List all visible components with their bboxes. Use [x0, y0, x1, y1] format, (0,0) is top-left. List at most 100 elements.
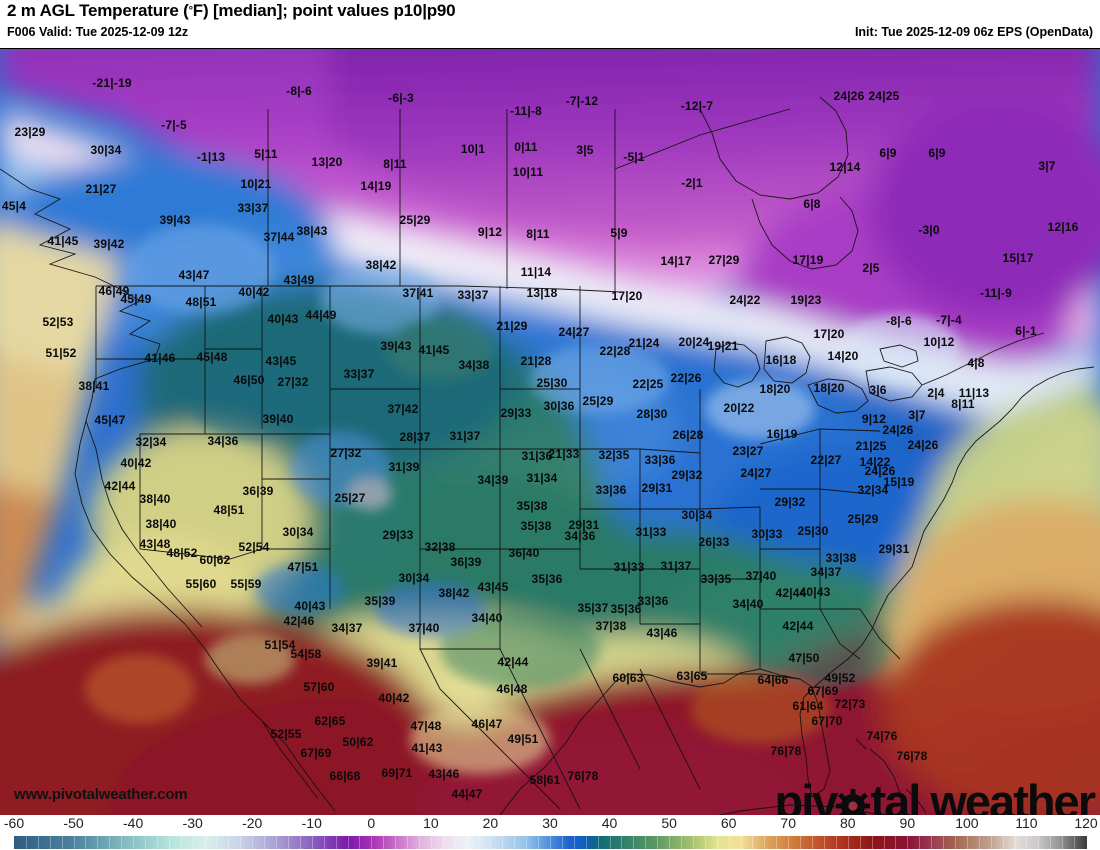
point-value-label: 43|48 [139, 537, 171, 551]
colorbar-segment [871, 836, 909, 849]
point-value-label: 67|70 [811, 714, 843, 728]
colorbar-divider [800, 836, 802, 849]
colorbar-divider [847, 836, 849, 849]
point-value-label: 44|47 [451, 787, 483, 801]
point-value-label: 62|65 [314, 714, 346, 728]
point-value-label: 25|27 [334, 491, 366, 505]
colorbar-divider [657, 836, 659, 849]
colorbar-divider [37, 836, 39, 849]
point-value-label: 24|26 [907, 438, 939, 452]
point-value-label: 3|6 [869, 383, 887, 397]
point-value-label: 34|37 [810, 565, 842, 579]
point-value-label: 33|37 [457, 288, 489, 302]
colorbar-divider [859, 836, 861, 849]
watermark-logo: piv tal weather [775, 775, 1096, 815]
colorbar[interactable]: -60 -50 -40 -30 -20 -10 0 10 20 30 40 50 60 70 80 90 100… [0, 815, 1100, 850]
point-value-label: 31|37 [660, 559, 692, 573]
colorbar-divider [502, 836, 504, 849]
colorbar-divider [216, 836, 218, 849]
colorbar-divider [347, 836, 349, 849]
colorbar-segment [347, 836, 373, 849]
point-value-label: 19|23 [790, 293, 822, 307]
colorbar-divider [526, 836, 528, 849]
point-value-label: 22|26 [670, 371, 702, 385]
colorbar-divider [931, 836, 933, 849]
point-value-label: 52|53 [42, 315, 74, 329]
colorbar-segment [567, 836, 581, 849]
point-value-label: 29|31 [878, 542, 910, 556]
colorbar-segment [204, 836, 242, 849]
colorbar-divider [716, 836, 718, 849]
point-value-label: 33|38 [825, 551, 857, 565]
point-value-label: 45|48 [196, 350, 228, 364]
point-value-label: 22|25 [632, 377, 664, 391]
point-value-label: -7|-12 [565, 94, 599, 108]
logo-text-b: tal weather [870, 775, 1096, 815]
point-value-label: 25|29 [847, 512, 879, 526]
colorbar-segment [764, 836, 802, 849]
point-value-label: 76|78 [770, 744, 802, 758]
colorbar-divider [704, 836, 706, 849]
colorbar-divider [1026, 836, 1028, 849]
colorbar-divider [776, 836, 778, 849]
colorbar-divider [371, 836, 373, 849]
point-value-label: -11|-9 [980, 286, 1012, 300]
point-value-label: 40|42 [378, 691, 410, 705]
colorbar-divider [407, 836, 409, 849]
colorbar-segment [121, 836, 170, 849]
colorbar-divider [204, 836, 206, 849]
colorbar-tick-label: -60 [3, 815, 25, 831]
point-value-label: 35|38 [516, 499, 548, 513]
point-value-label: 29|31 [641, 481, 673, 495]
point-value-label: 69|71 [381, 766, 413, 780]
colorbar-divider [133, 836, 135, 849]
colorbar-divider [156, 836, 158, 849]
map-canvas[interactable]: -21|-19 -8|-6 -6|-3 -11|-8 -7|-12 -12|-7 24|26… [0, 48, 1100, 815]
point-value-label: -1|13 [196, 150, 226, 164]
colorbar-divider [466, 836, 468, 849]
colorbar-divider [907, 836, 909, 849]
colorbar-divider [823, 836, 825, 849]
point-value-label: 39|41 [366, 656, 398, 670]
point-value-label: 41|46 [144, 351, 176, 365]
colorbar-divider [597, 836, 599, 849]
point-value-label: 29|31 [568, 518, 600, 532]
colorbar-segment [168, 836, 206, 849]
colorbar-divider [966, 836, 968, 849]
colorbar-divider [609, 836, 611, 849]
point-value-label: 32|34 [135, 435, 167, 449]
colorbar-tick-label: 0 [367, 815, 376, 831]
colorbar-divider [323, 836, 325, 849]
point-value-label: -7|-5 [161, 118, 187, 132]
point-value-label: 2|4 [927, 386, 945, 400]
watermark-url: www.pivotalweather.com [14, 786, 188, 803]
colorbar-segment [579, 836, 587, 849]
point-value-label: 63|65 [676, 669, 708, 683]
point-value-label: 30|33 [751, 527, 783, 541]
colorbar-divider [871, 836, 873, 849]
colorbar-divider [418, 836, 420, 849]
point-value-label: 40|43 [294, 599, 326, 613]
point-value-label: 9|12 [861, 412, 887, 426]
point-value-label: 38|42 [365, 258, 397, 272]
point-value-label: 25|29 [399, 213, 431, 227]
point-value-label: 41|45 [47, 234, 79, 248]
point-value-label: -21|-19 [92, 76, 132, 90]
point-value-label: 46|49 [98, 284, 130, 298]
colorbar-segment [73, 836, 123, 849]
point-value-label: 23|27 [732, 444, 764, 458]
colorbar-strip[interactable] [14, 836, 1087, 849]
point-value-label: 39|43 [380, 339, 412, 353]
title-pre: 2 m AGL Temperature ( [7, 1, 189, 20]
colorbar-divider [311, 836, 313, 849]
point-value-label: 40|43 [799, 585, 831, 599]
colorbar-segment [740, 836, 766, 849]
point-value-label: -12|-7 [680, 99, 714, 113]
point-value-label: 6|-1 [1015, 324, 1037, 338]
point-value-label: 60|63 [612, 671, 644, 685]
colorbar-divider [264, 836, 266, 849]
point-value-label: 32|34 [857, 483, 889, 497]
point-value-label: 43|46 [428, 767, 460, 781]
point-value-label: 29|32 [671, 468, 703, 482]
colorbar-segment [931, 836, 956, 849]
